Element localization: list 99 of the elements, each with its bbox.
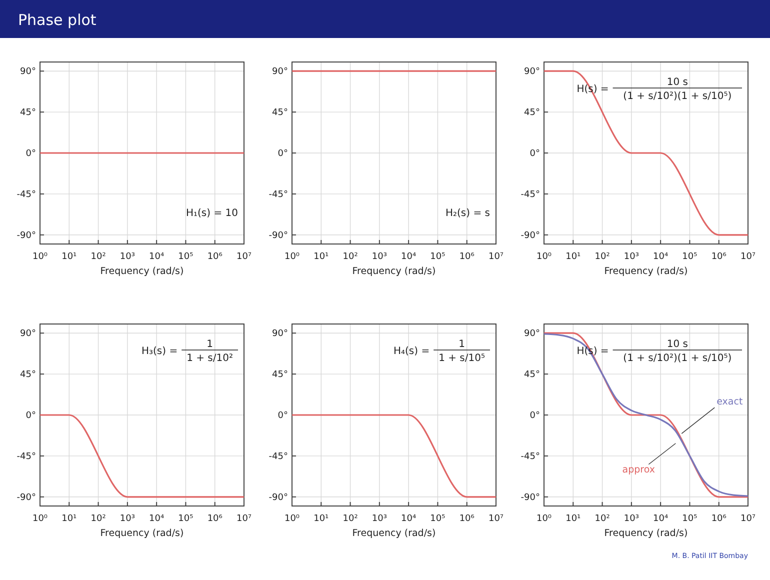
y-tick-label: 0°	[26, 411, 36, 421]
x-tick-label: 10²	[594, 514, 610, 524]
y-tick-label: -45°	[16, 452, 36, 462]
x-tick-label: 10⁵	[682, 252, 698, 262]
y-tick-label: -90°	[16, 492, 36, 503]
x-tick-label: 10³	[120, 252, 136, 262]
x-tick-label: 10¹	[314, 252, 330, 262]
x-tick-label: 10⁵	[430, 514, 446, 524]
y-tick-label: 90°	[272, 67, 288, 78]
x-tick-label: 10⁴	[149, 514, 164, 524]
y-tick-label: 90°	[272, 329, 288, 340]
x-tick-label: 10⁵	[682, 514, 698, 524]
x-tick-label: 10⁵	[178, 514, 194, 524]
x-tick-label: 10⁰	[284, 252, 300, 262]
x-tick-label: 10⁶	[459, 514, 475, 524]
x-tick-label: 10⁴	[653, 514, 668, 524]
y-tick-label: -90°	[16, 230, 36, 241]
text: approx	[622, 464, 656, 476]
x-axis-title: Frequency (rad/s)	[100, 528, 184, 539]
annotation: 1	[206, 339, 213, 350]
y-tick-label: -45°	[16, 190, 36, 200]
annotation: H₂(s) = s	[446, 208, 490, 219]
y-tick-label: -45°	[268, 452, 288, 462]
annotation: H₃(s) =	[141, 346, 178, 357]
x-tick-label: 10⁰	[284, 514, 300, 524]
annotation: 1 + s/10⁵	[438, 353, 486, 364]
y-tick-label: 0°	[278, 411, 288, 421]
y-tick-label: -90°	[520, 492, 540, 503]
y-tick-label: -90°	[268, 230, 288, 241]
x-tick-label: 10⁶	[711, 252, 727, 262]
x-tick-label: 10⁶	[207, 514, 223, 524]
x-tick-label: 10⁰	[32, 514, 48, 524]
x-tick-label: 10⁰	[536, 252, 552, 262]
x-tick-label: 10⁷	[236, 514, 252, 524]
x-tick-label: 10⁶	[459, 252, 475, 262]
y-tick-label: 90°	[524, 329, 540, 340]
x-tick-label: 10⁷	[488, 514, 504, 524]
y-tick-label: 45°	[20, 370, 36, 380]
y-tick-label: 45°	[272, 108, 288, 118]
x-tick-label: 10⁷	[236, 252, 252, 262]
y-tick-label: 0°	[530, 411, 540, 421]
x-tick-label: 10²	[342, 514, 358, 524]
y-tick-label: -45°	[268, 190, 288, 200]
x-tick-label: 10⁴	[401, 252, 416, 262]
y-tick-label: -90°	[520, 230, 540, 241]
x-tick-label: 10⁴	[653, 252, 668, 262]
y-tick-label: 90°	[20, 67, 36, 78]
annotation: 1 + s/10²	[186, 353, 234, 364]
x-axis-title: Frequency (rad/s)	[604, 266, 688, 277]
annotation: (1 + s/10²)(1 + s/10⁵)	[623, 353, 732, 364]
text: exact	[716, 396, 743, 408]
x-tick-label: 10⁶	[207, 252, 223, 262]
x-tick-label: 10²	[90, 514, 106, 524]
x-tick-label: 10⁰	[32, 252, 48, 262]
x-tick-label: 10¹	[566, 252, 582, 262]
x-tick-label: 10¹	[314, 514, 330, 524]
x-tick-label: 10⁵	[178, 252, 194, 262]
y-tick-label: 45°	[524, 108, 540, 118]
annotation: 10 s	[666, 339, 688, 350]
y-tick-label: -90°	[268, 492, 288, 503]
y-tick-label: 45°	[20, 108, 36, 118]
annotation: 10 s	[666, 77, 688, 88]
x-axis-title: Frequency (rad/s)	[604, 528, 688, 539]
x-tick-label: 10²	[342, 252, 358, 262]
x-tick-label: 10⁴	[401, 514, 416, 524]
x-tick-label: 10³	[372, 514, 388, 524]
annotation: H₄(s) =	[393, 346, 430, 357]
y-tick-label: 90°	[524, 67, 540, 78]
x-tick-label: 10¹	[62, 514, 78, 524]
y-tick-label: -45°	[520, 190, 540, 200]
x-tick-label: 10⁴	[149, 252, 164, 262]
x-tick-label: 10⁰	[536, 514, 552, 524]
y-tick-label: 0°	[26, 149, 36, 159]
annotation: 1	[458, 339, 465, 350]
y-tick-label: 45°	[272, 370, 288, 380]
y-tick-label: 45°	[524, 370, 540, 380]
y-tick-label: -45°	[520, 452, 540, 462]
x-tick-label: 10¹	[566, 514, 582, 524]
x-tick-label: 10²	[90, 252, 106, 262]
y-tick-label: 0°	[278, 149, 288, 159]
x-axis-title: Frequency (rad/s)	[100, 266, 184, 277]
x-tick-label: 10⁵	[430, 252, 446, 262]
x-tick-label: 10³	[624, 514, 640, 524]
x-tick-label: 10³	[624, 252, 640, 262]
x-tick-label: 10⁷	[740, 252, 756, 262]
x-tick-label: 10¹	[62, 252, 78, 262]
x-tick-label: 10²	[594, 252, 610, 262]
x-axis-title: Frequency (rad/s)	[352, 528, 436, 539]
annotation: H₁(s) = 10	[186, 208, 238, 219]
y-tick-label: 90°	[20, 329, 36, 340]
x-tick-label: 10⁷	[740, 514, 756, 524]
annotation: (1 + s/10²)(1 + s/10⁵)	[623, 91, 732, 102]
x-tick-label: 10⁶	[711, 514, 727, 524]
x-tick-label: 10³	[372, 252, 388, 262]
x-tick-label: 10⁷	[488, 252, 504, 262]
x-axis-title: Frequency (rad/s)	[352, 266, 436, 277]
y-tick-label: 0°	[530, 149, 540, 159]
chart-title: Phase plot	[18, 11, 96, 29]
x-tick-label: 10³	[120, 514, 136, 524]
